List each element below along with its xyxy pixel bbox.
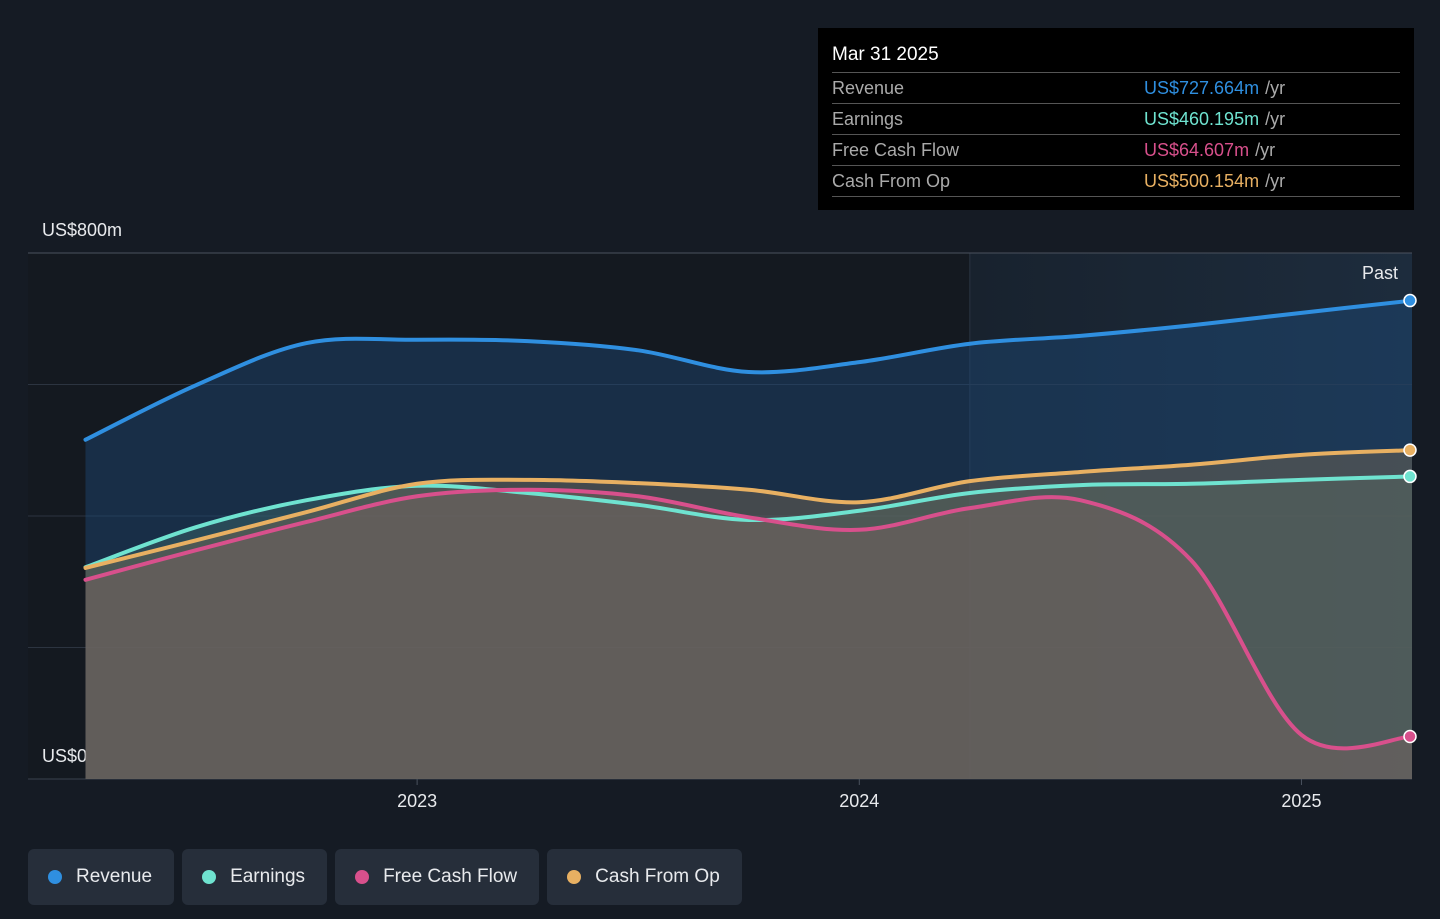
area (85, 489, 1413, 779)
legend-item[interactable]: Cash From Op (547, 849, 742, 905)
legend-dot (355, 870, 370, 884)
tooltip-unit: /yr (1255, 140, 1276, 160)
tooltip-label: Cash From Op (832, 171, 951, 191)
x-tick-label: 2025 (1281, 791, 1321, 811)
tooltip-unit: /yr (1265, 78, 1286, 98)
legend-dot (567, 870, 582, 884)
area (85, 476, 1413, 779)
end-dot (1403, 443, 1417, 457)
shade-label: Past (1362, 263, 1398, 283)
legend: Revenue Earnings Free Cash Flow Cash From O… (28, 849, 742, 905)
tooltip-label: Revenue (832, 78, 905, 98)
legend-item[interactable]: Free Cash Flow (335, 849, 540, 905)
line (83, 448, 1414, 570)
tooltip-label: Earnings (832, 109, 904, 129)
line (83, 474, 1414, 570)
tooltip-value: US$64.607m (1144, 140, 1250, 160)
legend-label: Revenue (76, 866, 153, 887)
tooltip-row: Cash From Op US$500.154m/yr (832, 166, 1400, 197)
legend-label: Cash From Op (595, 866, 720, 887)
legend-label: Earnings (230, 866, 306, 887)
tooltip-row: Free Cash Flow US$64.607m/yr (832, 135, 1400, 166)
area (85, 300, 1413, 779)
line (83, 298, 1414, 442)
tooltip-label: Free Cash Flow (832, 140, 960, 160)
legend-label: Free Cash Flow (383, 866, 518, 887)
tooltip-value: US$500.154m (1144, 171, 1260, 191)
legend-dot (202, 870, 217, 884)
line (83, 487, 1414, 751)
tooltip-title: Mar 31 2025 (832, 42, 1400, 73)
y-tick-label: US$0 (42, 746, 87, 766)
legend-dot (48, 870, 62, 884)
end-dot (1403, 729, 1417, 744)
tooltip-unit: /yr (1265, 109, 1286, 129)
end-dot (1403, 293, 1417, 308)
legend-item[interactable]: Earnings (182, 849, 328, 905)
x-tick-label: 2023 (397, 791, 437, 811)
y-tick-label: US$800m (42, 220, 122, 240)
tooltip-row: Revenue US$727.664m/yr (832, 73, 1400, 104)
tooltip-value: US$460.195m (1144, 109, 1260, 129)
end-dot (1403, 469, 1417, 484)
x-tick-label: 2024 (839, 791, 879, 811)
tooltip-row: Earnings US$460.195m/yr (832, 104, 1400, 135)
tooltip: Mar 31 2025 Revenue US$727.664m/yr Earnings… (818, 28, 1414, 210)
legend-item[interactable]: Revenue (28, 849, 175, 905)
tooltip-value: US$727.664m (1144, 78, 1260, 98)
area (85, 450, 1413, 779)
tooltip-unit: /yr (1265, 171, 1286, 191)
